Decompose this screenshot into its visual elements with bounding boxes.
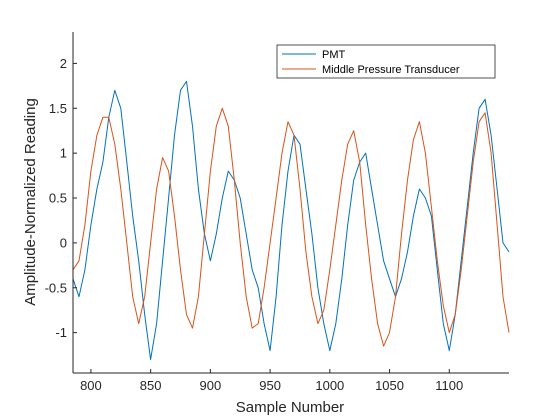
y-tick-label: 0.5: [49, 191, 67, 206]
series-line-middle-pressure-transducer: [72, 107, 510, 347]
x-tick-label: 950: [259, 378, 281, 393]
y-axis-title: Amplitude-Normalized Reading: [22, 98, 39, 306]
y-tick-label: 2: [60, 56, 67, 71]
series-line-pmt: [72, 80, 510, 360]
y-tick-label: -0.5: [45, 280, 67, 295]
x-axis-title: Sample Number: [236, 399, 344, 416]
y-tick-label: 1.5: [49, 101, 67, 116]
legend: PMT Middle Pressure Transducer: [276, 44, 496, 79]
x-tick-label: 900: [200, 378, 222, 393]
y-tick-label: 1: [60, 146, 67, 161]
legend-label-pmt: PMT: [322, 49, 346, 61]
legend-box: [276, 44, 496, 79]
plot-area: [73, 32, 509, 373]
y-tick-label: -1: [55, 325, 67, 340]
x-tick-label: 800: [80, 378, 102, 393]
y-tick-label: 0: [60, 235, 67, 250]
x-tick-label: 850: [140, 378, 162, 393]
x-tick-label: 1050: [375, 378, 404, 393]
legend-label-middle-pressure-transducer: Middle Pressure Transducer: [322, 64, 460, 76]
x-tick-label: 1000: [315, 378, 344, 393]
x-tick-label: 1100: [435, 378, 463, 393]
